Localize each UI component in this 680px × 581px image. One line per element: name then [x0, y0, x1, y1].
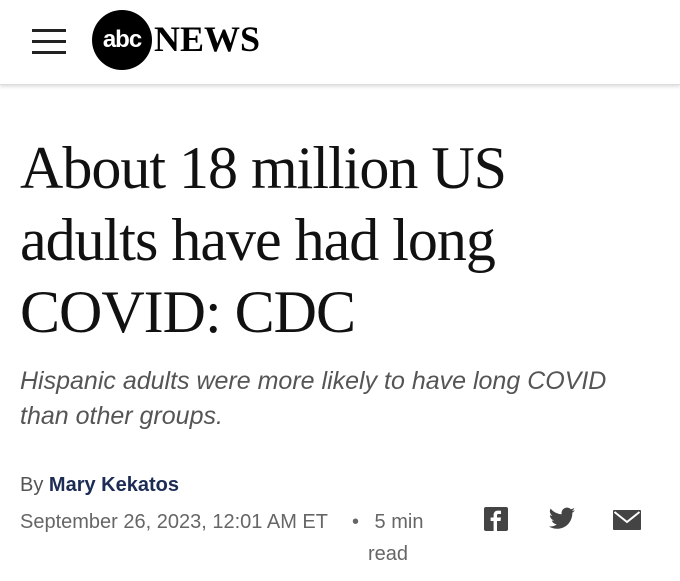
separator: •: [352, 511, 360, 533]
site-header: abc NEWS: [0, 0, 680, 85]
twitter-share[interactable]: [548, 507, 576, 531]
headline: About 18 million US adults have had long…: [20, 135, 507, 345]
email-share[interactable]: [613, 510, 641, 530]
subheadline: Hispanic adults were more likely to have…: [20, 367, 607, 430]
logo-text[interactable]: NEWS: [154, 19, 261, 59]
byline-prefix: By: [20, 474, 44, 496]
menu-button[interactable]: [32, 29, 66, 55]
logo-mark[interactable]: abc: [92, 10, 152, 70]
read-time: 5 min read: [367, 511, 424, 565]
facebook-share[interactable]: [484, 507, 508, 531]
date: September 26, 2023, 12:01 AM ET: [20, 511, 328, 533]
author[interactable]: Mary Kekatos: [48, 474, 179, 496]
byline: By Mary Kekatos: [20, 474, 179, 497]
